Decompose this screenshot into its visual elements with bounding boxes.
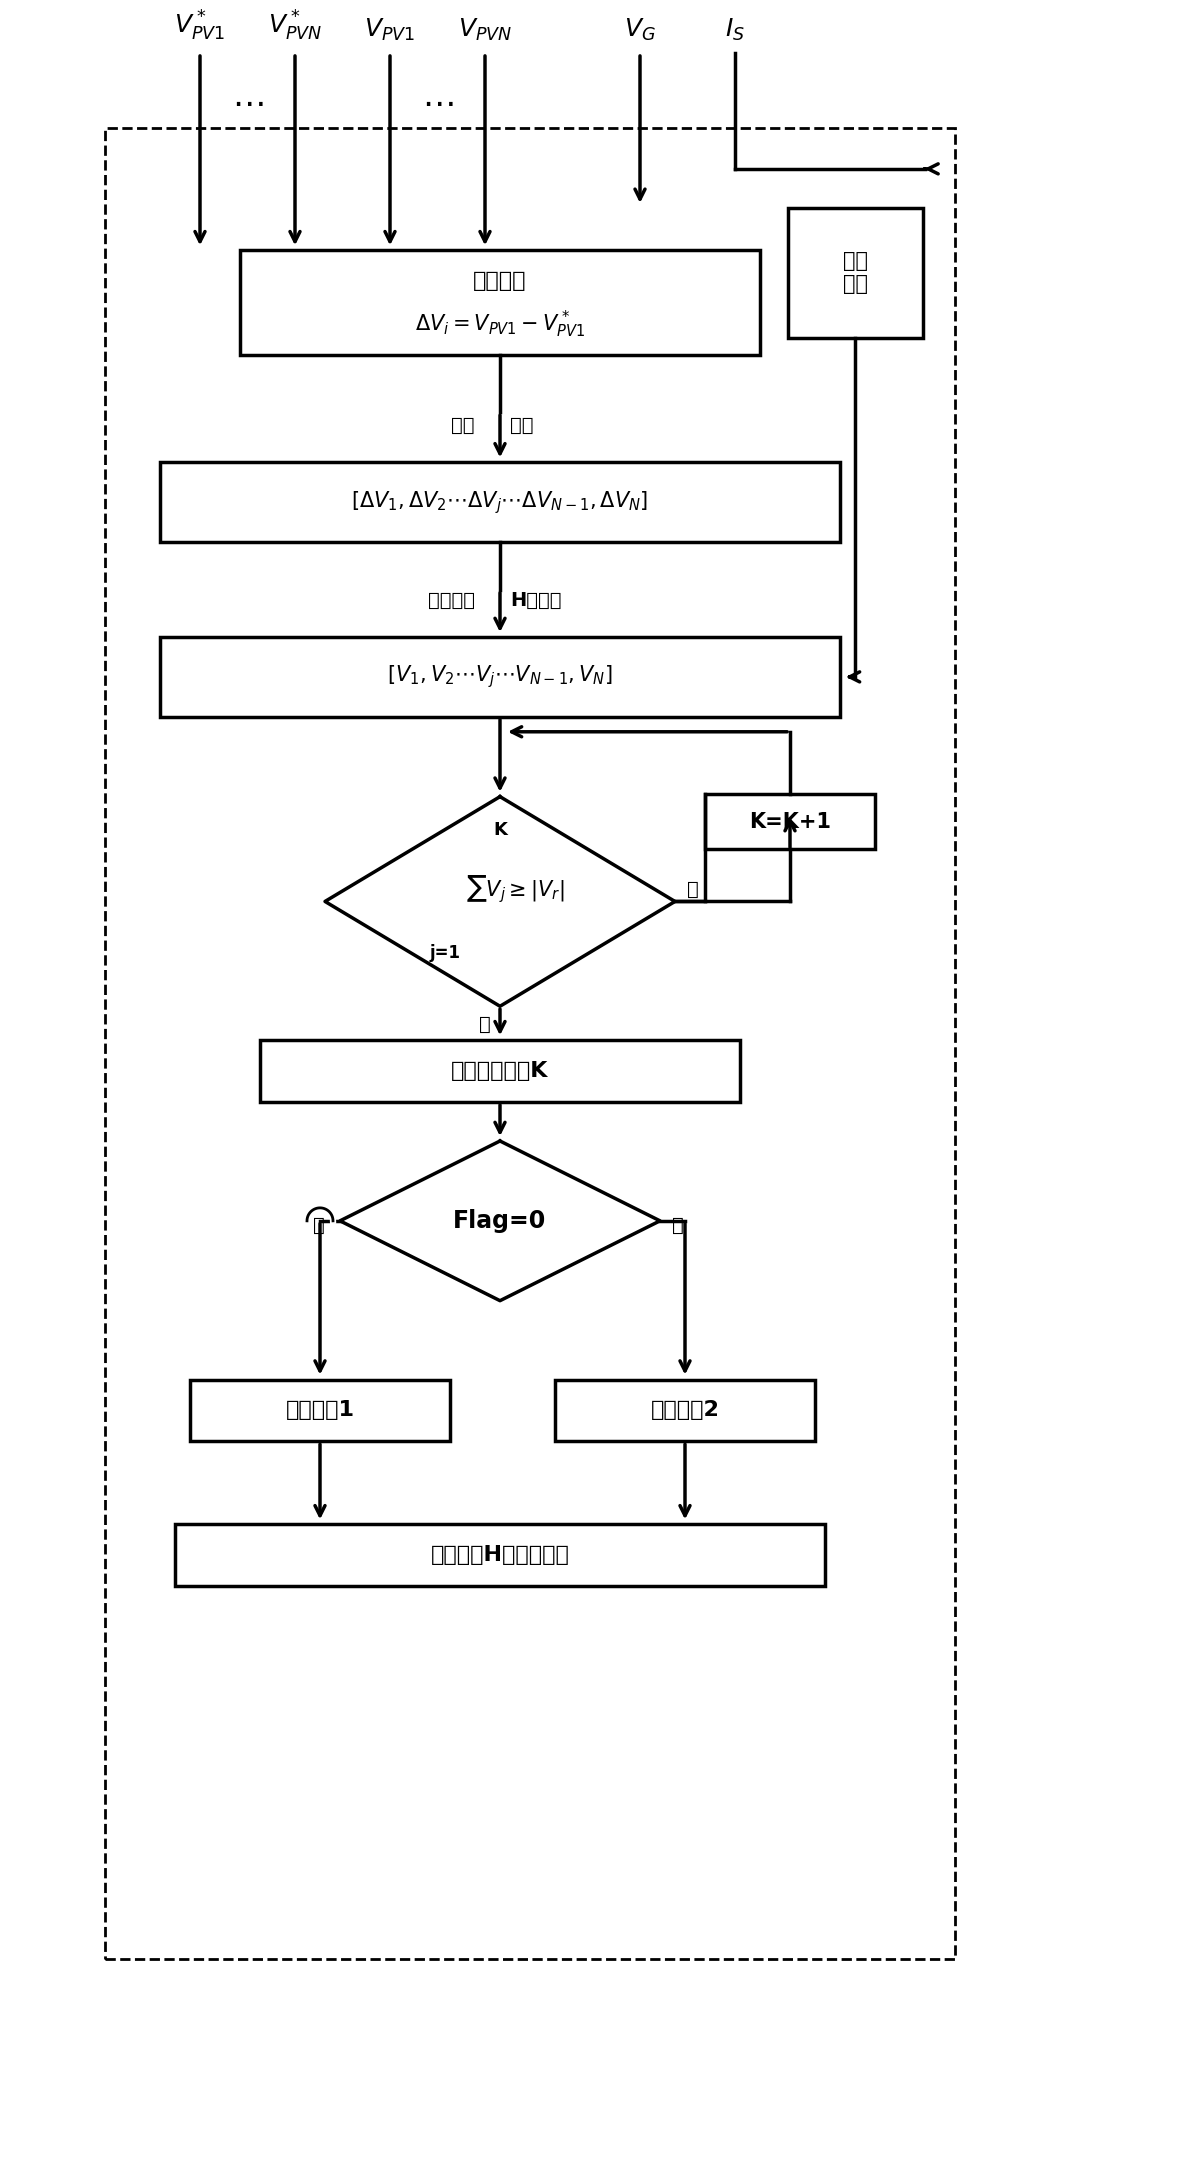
Bar — [261, 1040, 740, 1103]
Text: 确定电压区间K: 确定电压区间K — [452, 1061, 548, 1081]
Bar — [105, 129, 955, 1959]
Text: j=1: j=1 — [429, 943, 461, 963]
Text: $[\Delta V_1,\Delta V_2\cdots\Delta V_j\cdots\Delta V_{N-1},\Delta V_N]$: $[\Delta V_1,\Delta V_2\cdots\Delta V_j\… — [351, 489, 648, 515]
Text: $V_G$: $V_G$ — [624, 17, 656, 44]
Text: 调制策略1: 调制策略1 — [285, 1400, 355, 1420]
Text: $V_{PV1}^*$: $V_{PV1}^*$ — [174, 9, 225, 44]
Text: 与之对应: 与之对应 — [428, 590, 475, 609]
Text: 判断
方向: 判断 方向 — [843, 251, 868, 295]
Bar — [555, 1380, 815, 1441]
Text: K: K — [493, 821, 507, 839]
Text: Flag=0: Flag=0 — [454, 1208, 547, 1232]
Bar — [705, 795, 875, 850]
Bar — [160, 463, 839, 542]
Text: $V_{PVN}^*$: $V_{PVN}^*$ — [268, 9, 322, 44]
Bar — [174, 1524, 825, 1586]
Text: 排序: 排序 — [511, 415, 534, 435]
Text: $\sum V_j\geq|V_r|$: $\sum V_j\geq|V_r|$ — [466, 874, 565, 906]
Text: 分配到各H桥单元发波: 分配到各H桥单元发波 — [430, 1546, 569, 1566]
Text: $V_{PV1}$: $V_{PV1}$ — [364, 17, 415, 44]
Bar — [160, 638, 839, 716]
Text: $V_{PVN}$: $V_{PVN}$ — [457, 17, 512, 44]
Text: $I_S$: $I_S$ — [725, 17, 745, 44]
Text: $\cdots$: $\cdots$ — [422, 87, 453, 120]
Text: $\Delta V_i=V_{PV1}-V_{PV1}^*$: $\Delta V_i=V_{PV1}-V_{PV1}^*$ — [415, 308, 585, 341]
Bar — [190, 1380, 450, 1441]
Text: 否: 否 — [672, 1216, 684, 1236]
Text: 调制策略2: 调制策略2 — [651, 1400, 719, 1420]
Text: 是: 是 — [314, 1216, 325, 1236]
Text: 否: 否 — [687, 880, 699, 900]
Text: $\cdots$: $\cdots$ — [232, 87, 263, 120]
Text: 计算误差: 计算误差 — [473, 271, 527, 290]
Text: 升序: 升序 — [452, 415, 475, 435]
Text: K=K+1: K=K+1 — [749, 812, 831, 832]
Text: $[V_1,V_2\cdots V_j\cdots V_{N-1},V_N]$: $[V_1,V_2\cdots V_j\cdots V_{N-1},V_N]$ — [387, 664, 613, 690]
Bar — [788, 207, 922, 339]
Text: H桥单元: H桥单元 — [511, 590, 561, 609]
Polygon shape — [340, 1140, 660, 1302]
Polygon shape — [325, 797, 676, 1007]
Text: 是: 是 — [479, 1016, 490, 1033]
Bar — [241, 251, 760, 356]
